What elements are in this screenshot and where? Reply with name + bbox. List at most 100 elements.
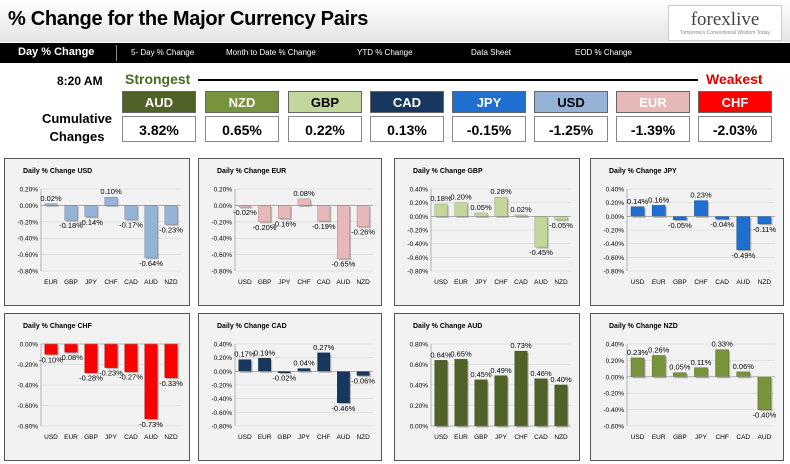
nav-divider [116, 45, 117, 61]
bar-aud [337, 205, 350, 259]
bar-eur [454, 202, 468, 217]
x-tick-label: NZD [554, 434, 568, 441]
y-tick-label: -0.80% [17, 424, 38, 431]
bar-gbp [673, 216, 687, 220]
bar-chf [694, 200, 708, 217]
data-label: 0.40% [550, 375, 572, 384]
currency-change-cad: 0.13% [370, 116, 444, 142]
data-label: -0.40% [753, 411, 777, 420]
currency-change-eur: -1.39% [616, 116, 690, 142]
x-tick-label: GBP [474, 434, 488, 441]
y-tick-label: 0.00% [214, 203, 233, 210]
x-tick-label: JPY [85, 279, 98, 286]
x-tick-label: AUD [337, 434, 351, 441]
y-tick-label: 0.20% [214, 187, 233, 194]
bar-shadow [240, 206, 253, 209]
x-tick-label: EUR [64, 434, 78, 441]
bar-nzd [757, 216, 772, 225]
currency-change-gbp: 0.22% [288, 116, 362, 142]
data-label: -0.11% [753, 225, 777, 234]
x-tick-label: NZD [164, 434, 178, 441]
forexlive-logo[interactable]: forexlive Tomorrow's Conventional Wisdom… [668, 5, 782, 41]
data-label: 0.65% [450, 349, 472, 358]
bar-gbp [64, 205, 78, 221]
y-tick-label: 0.00% [410, 214, 429, 221]
x-tick-label: EUR [258, 434, 272, 441]
currency-change-jpy: -0.15% [452, 116, 526, 142]
chart-title: Daily % Change USD [23, 168, 93, 175]
x-tick-label: EUR [652, 279, 666, 286]
data-label: 0.11% [691, 358, 712, 367]
chart-plot-eur: 0.20% 0.00% -0.20% -0.40% -0.60% -0.80% -0.02%… [211, 187, 375, 287]
nav-5day-change[interactable]: 5- Day % Change [131, 48, 195, 57]
bar-usd [238, 359, 252, 372]
x-tick-label: EUR [454, 434, 468, 441]
nav-ytd-change[interactable]: YTD % Change [357, 48, 413, 57]
data-label: -0.23% [99, 369, 123, 378]
y-tick-label: 0.40% [410, 187, 429, 194]
bar-cad [736, 371, 751, 378]
cumulative-changes-label: Cumulative Changes [41, 111, 113, 144]
x-tick-label: AUD [758, 434, 772, 441]
currency-code-gbp: GBP [288, 91, 362, 113]
x-tick-label: CAD [736, 434, 750, 441]
y-tick-label: 0.80% [410, 342, 429, 349]
x-tick-label: AUD [736, 279, 750, 286]
bar-cad [715, 216, 729, 220]
data-label: 0.45% [470, 370, 492, 379]
y-tick-label: -0.80% [211, 269, 232, 276]
bar-shadow [46, 205, 59, 207]
bar-aud [757, 376, 772, 410]
x-tick-label: JPY [475, 279, 488, 286]
bar-chf [494, 196, 508, 217]
data-label: -0.10% [39, 355, 63, 364]
bar-eur [64, 343, 78, 353]
chart-plot-cad: 0.40% 0.20% 0.00% -0.20% -0.40% -0.60% -0.80% 0… [211, 342, 375, 442]
bar-nzd [356, 371, 370, 376]
bar-usd [630, 357, 645, 378]
chart-plot-jpy: 0.40% 0.20% 0.00% -0.20% -0.40% -0.60% -0.80% 0… [603, 187, 777, 287]
x-tick-label: USD [631, 434, 645, 441]
data-label: 0.14% [627, 197, 649, 206]
chart-title: Daily % Change NZD [609, 323, 678, 330]
y-tick-label: -0.60% [211, 252, 232, 259]
x-tick-label: JPY [105, 434, 118, 441]
x-tick-label: USD [434, 279, 448, 286]
data-label: 0.02% [40, 194, 62, 203]
page-header: % Change for the Major Currency Pairs fo… [0, 0, 790, 42]
y-tick-label: 0.00% [214, 369, 233, 376]
bar-aud [144, 205, 158, 259]
bar-nzd [164, 343, 178, 379]
data-label: 0.20% [450, 193, 472, 202]
y-tick-label: 0.40% [606, 342, 625, 349]
data-label: -0.28% [79, 374, 103, 383]
x-tick-label: GBP [258, 279, 272, 286]
x-tick-label: GBP [64, 279, 78, 286]
x-tick-label: GBP [673, 434, 687, 441]
currency-change-usd: -1.25% [534, 116, 608, 142]
y-tick-label: -0.80% [17, 269, 38, 276]
nav-mtd-change[interactable]: Month to Date % Change [226, 48, 316, 57]
chart-panel-usd: Daily % Change USD 0.20% 0.00% -0.20% -0.40%… [4, 158, 190, 306]
nav-eod-change[interactable]: EOD % Change [575, 48, 632, 57]
bar-aud [337, 371, 350, 404]
currency-code-chf: CHF [698, 91, 772, 113]
bar-gbp [258, 205, 271, 223]
weakest-label: Weakest [706, 71, 763, 87]
bar-usd [44, 343, 58, 355]
nav-bar: Day % Change 5- Day % Change Month to Da… [0, 43, 790, 63]
y-tick-label: -0.40% [603, 407, 624, 414]
currency-code-eur: EUR [616, 91, 690, 113]
data-label: 0.23% [690, 191, 712, 200]
x-tick-label: CHF [317, 434, 330, 441]
bar-eur [258, 358, 271, 372]
nav-day-change[interactable]: Day % Change [18, 46, 95, 58]
y-tick-label: 0.00% [606, 374, 625, 381]
y-tick-label: 0.00% [20, 203, 39, 210]
chart-panel-eur: Daily % Change EUR 0.20% 0.00% -0.20% -0.40%… [198, 158, 382, 306]
data-label: 0.19% [254, 348, 276, 357]
bar-cad [124, 343, 138, 372]
logo-text: forexlive [690, 9, 760, 30]
nav-data-sheet[interactable]: Data Sheet [471, 48, 512, 57]
x-tick-label: EUR [44, 279, 58, 286]
